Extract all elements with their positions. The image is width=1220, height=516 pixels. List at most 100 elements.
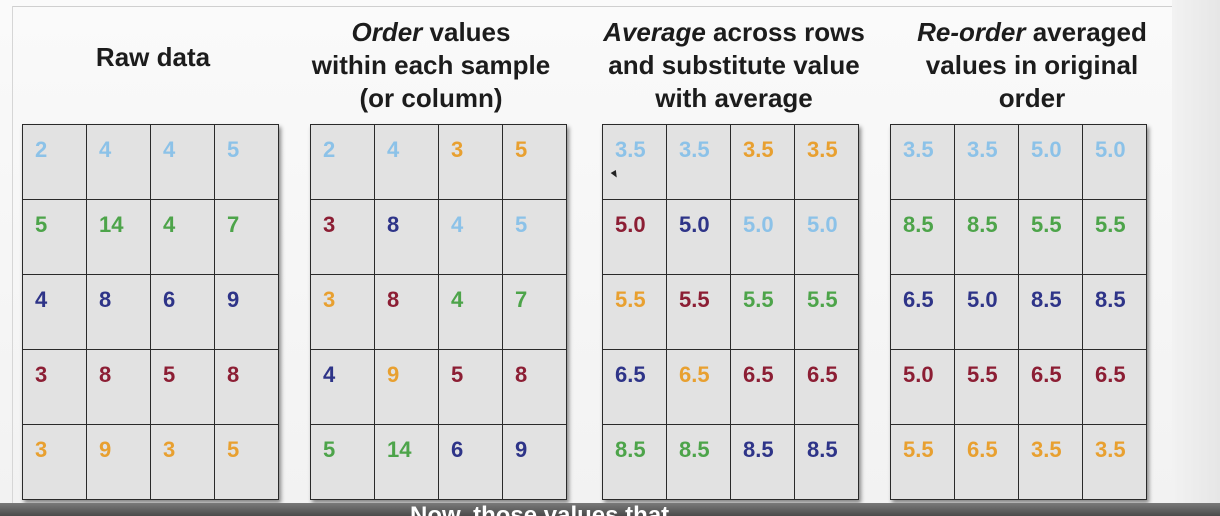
reordered-values-heading: Re-order averaged values in original order	[896, 16, 1168, 115]
heading-text: values	[422, 17, 511, 47]
table-cell: 5	[150, 349, 215, 425]
heading-text: and substitute value	[608, 50, 860, 80]
heading-text: within each sample	[311, 50, 551, 80]
table-cell: 5.5	[890, 424, 955, 500]
heading-line: Order values	[296, 16, 566, 49]
averaged-values-table: 3.5 3.5 3.5 3.5 5.0 5.0 5.0 5.0 5.5 5.5 5.5 5.5 6.5 6…	[602, 124, 859, 500]
table-cell: 8.5	[602, 424, 667, 500]
table-cell: 3	[22, 424, 87, 500]
table-cell: 8	[86, 274, 151, 350]
table-cell: 5.0	[954, 274, 1019, 350]
table-cell: 6.5	[602, 349, 667, 425]
table-cell: 8.5	[666, 424, 731, 500]
table-row: 5.5 6.5 3.5 3.5	[890, 424, 1147, 500]
heading-text: averaged	[1025, 17, 1147, 47]
table-cell: 3	[22, 349, 87, 425]
table-cell: 4	[150, 124, 215, 200]
table-cell: 3	[310, 199, 375, 275]
table-cell: 8.5	[954, 199, 1019, 275]
table-cell: 5	[502, 199, 567, 275]
table-cell: 8	[86, 349, 151, 425]
table-cell: 3.5	[730, 124, 795, 200]
table-row: 5 14 4 7	[22, 199, 279, 275]
table-cell: 9	[502, 424, 567, 500]
table-cell: 6.5	[1082, 349, 1147, 425]
table-cell: 5.5	[1082, 199, 1147, 275]
table-cell: 5	[214, 124, 279, 200]
table-cell: 9	[86, 424, 151, 500]
reordered-values-table: 3.5 3.5 5.0 5.0 8.5 8.5 5.5 5.5 6.5 5.0 8.5 8.5 5.0 5…	[890, 124, 1147, 500]
table-cell: 3.5	[666, 124, 731, 200]
averaged-values-heading: Average across rows and substitute value w…	[584, 16, 884, 115]
table-cell: 6.5	[954, 424, 1019, 500]
slide-right-margin	[1172, 0, 1220, 516]
table-cell: 4	[438, 199, 503, 275]
table-cell: 8.5	[1082, 274, 1147, 350]
table-cell: 8.5	[794, 424, 859, 500]
heading-line: values in original	[896, 49, 1168, 82]
table-cell: 8	[374, 274, 439, 350]
table-cell: 5	[502, 124, 567, 200]
table-cell: 6	[150, 274, 215, 350]
table-cell: 5.0	[890, 349, 955, 425]
table-cell: 3	[150, 424, 215, 500]
heading-line: and substitute value	[584, 49, 884, 82]
table-cell: 4	[22, 274, 87, 350]
table-row: 8.5 8.5 5.5 5.5	[890, 199, 1147, 275]
table-cell: 5	[438, 349, 503, 425]
table-cell: 3	[438, 124, 503, 200]
table-cell: 8.5	[890, 199, 955, 275]
heading-line: Re-order averaged	[896, 16, 1168, 49]
table-cell: 14	[86, 199, 151, 275]
ordered-values-table: 2 4 3 5 3 8 4 5 3 8 4 7 4 9 5 8 5 14 6 9	[310, 124, 567, 500]
table-cell: 5.5	[794, 274, 859, 350]
table-cell: 2	[310, 124, 375, 200]
table-cell: 4	[310, 349, 375, 425]
table-cell: 6.5	[890, 274, 955, 350]
table-row: 5.0 5.0 5.0 5.0	[602, 199, 859, 275]
heading-line: (or column)	[296, 82, 566, 115]
heading-line: Average across rows	[584, 16, 884, 49]
subtitle-caption: Now, those values that	[410, 502, 670, 516]
table-cell: 3.5	[890, 124, 955, 200]
table-cell: 3.5	[602, 124, 667, 200]
video-subtitle-bar	[0, 503, 1220, 516]
heading-text: with average	[655, 83, 813, 113]
table-cell: 8.5	[1018, 274, 1083, 350]
slide-top-border	[12, 6, 1172, 7]
table-cell: 8	[374, 199, 439, 275]
table-cell: 4	[374, 124, 439, 200]
table-cell: 5.5	[954, 349, 1019, 425]
table-cell: 6.5	[1018, 349, 1083, 425]
table-cell: 8	[214, 349, 279, 425]
heading-text: values in original	[925, 50, 1139, 80]
raw-data-heading: Raw data	[22, 41, 284, 74]
heading-line: within each sample	[296, 49, 566, 82]
table-cell: 7	[214, 199, 279, 275]
table-cell: 5	[22, 199, 87, 275]
table-row: 3.5 3.5 5.0 5.0	[890, 124, 1147, 200]
table-cell: 5.5	[1018, 199, 1083, 275]
heading-line: with average	[584, 82, 884, 115]
heading-text: across rows	[705, 17, 865, 47]
table-row: 5.0 5.5 6.5 6.5	[890, 349, 1147, 425]
heading-text: (or column)	[359, 83, 503, 113]
table-cell: 5.0	[794, 199, 859, 275]
table-cell: 9	[374, 349, 439, 425]
table-cell: 8.5	[730, 424, 795, 500]
table-cell: 5	[310, 424, 375, 500]
table-cell: 5.0	[1082, 124, 1147, 200]
table-cell: 5.0	[1018, 124, 1083, 200]
table-cell: 4	[438, 274, 503, 350]
table-cell: 5.0	[666, 199, 731, 275]
table-row: 8.5 8.5 8.5 8.5	[602, 424, 859, 500]
table-cell: 3.5	[1082, 424, 1147, 500]
table-row: 6.5 5.0 8.5 8.5	[890, 274, 1147, 350]
table-cell: 3	[310, 274, 375, 350]
